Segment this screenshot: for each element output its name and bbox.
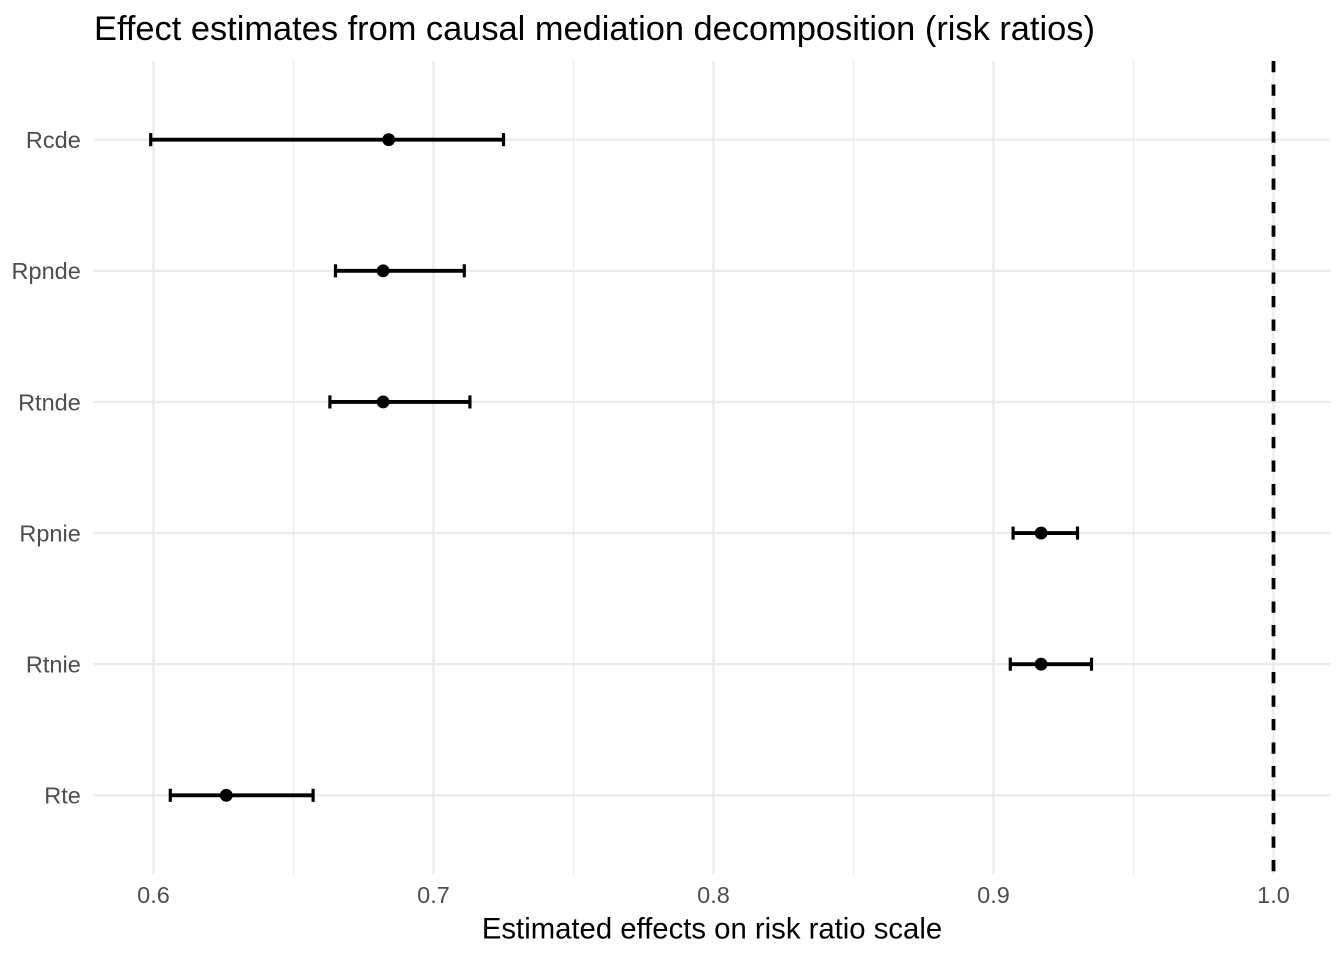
y-category-label: Rtnde bbox=[18, 389, 81, 415]
x-tick-label: 0.6 bbox=[137, 882, 170, 908]
point-estimate bbox=[1034, 657, 1048, 671]
pointrange-Rpnde bbox=[333, 264, 466, 278]
grid-major bbox=[94, 61, 1330, 874]
x-tick-label: 0.8 bbox=[697, 882, 730, 908]
y-category-label: Rte bbox=[44, 783, 81, 809]
pointrange-Rtnie bbox=[1008, 657, 1094, 671]
x-axis-title: Estimated effects on risk ratio scale bbox=[482, 913, 942, 946]
point-estimate bbox=[382, 133, 396, 147]
plot-title: Effect estimates from causal mediation d… bbox=[94, 10, 1095, 48]
pointrange-Rte bbox=[168, 788, 315, 802]
point-estimate bbox=[219, 788, 233, 802]
x-tick-label: 0.9 bbox=[977, 882, 1010, 908]
y-category-label: Rcde bbox=[26, 127, 81, 153]
y-category-label: Rpnie bbox=[19, 520, 80, 546]
x-tick-label: 0.7 bbox=[417, 882, 450, 908]
pointrange-Rpnie bbox=[1011, 526, 1080, 540]
pointrange-series bbox=[149, 133, 1094, 802]
y-category-labels: Rcde Rpnde Rtnde Rpnie Rtnie Rte bbox=[12, 127, 81, 809]
y-category-label: Rtnie bbox=[26, 652, 81, 678]
pointrange-Rcde bbox=[149, 133, 506, 147]
grid-minor bbox=[292, 61, 1135, 874]
x-tick-labels: 0.6 0.7 0.8 0.9 1.0 bbox=[137, 882, 1290, 908]
pointrange-Rtnde bbox=[328, 395, 472, 409]
x-tick-label: 1.0 bbox=[1257, 882, 1290, 908]
y-category-label: Rpnde bbox=[12, 258, 81, 284]
point-estimate bbox=[376, 264, 390, 278]
point-estimate bbox=[376, 395, 390, 409]
point-estimate bbox=[1034, 526, 1048, 540]
